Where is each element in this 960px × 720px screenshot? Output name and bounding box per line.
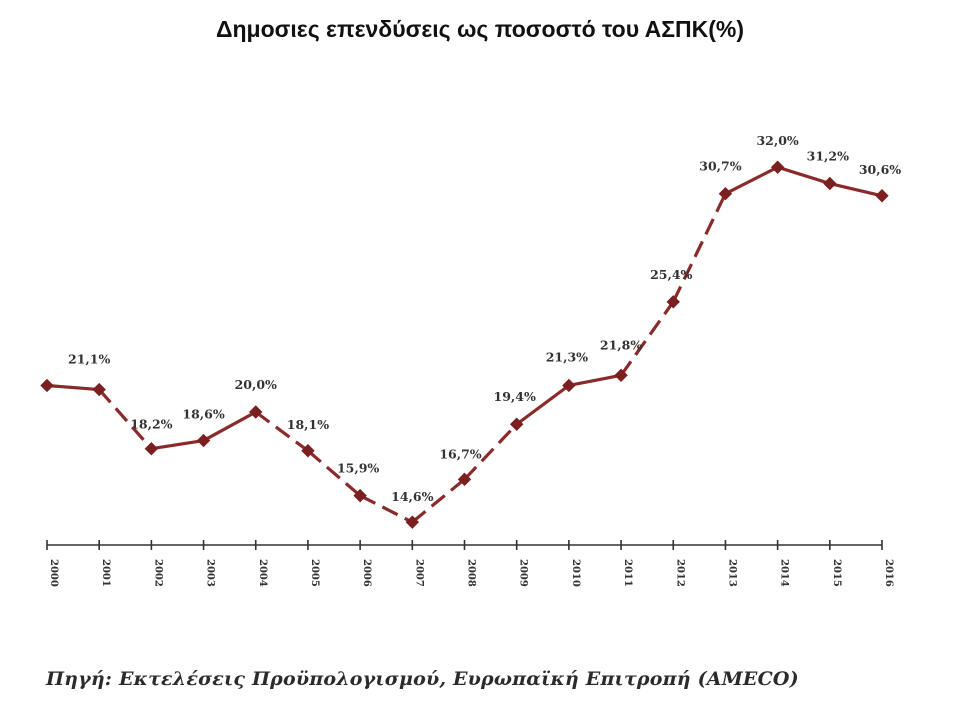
data-point-marker — [875, 189, 889, 203]
series-line-segment — [359, 494, 414, 524]
data-point-marker — [823, 176, 837, 191]
data-label: 25,4% — [650, 267, 692, 282]
series-line-segment — [568, 373, 622, 388]
x-tick-label: 2011 — [622, 559, 633, 587]
series-line-segment — [463, 423, 518, 481]
series-line-segment — [515, 384, 570, 426]
x-axis — [46, 540, 883, 550]
data-label: 30,6% — [859, 162, 901, 177]
data-label: 20,0% — [235, 377, 277, 392]
series-line-segment — [306, 449, 362, 497]
data-point-marker — [562, 378, 576, 393]
data-label: 18,1% — [287, 417, 329, 432]
data-label: 21,1% — [68, 352, 110, 367]
series-line-segment — [724, 165, 779, 196]
x-tick-label: 2001 — [100, 559, 111, 587]
x-tick-label: 2007 — [413, 559, 424, 587]
series-line-segment — [619, 300, 675, 377]
data-point-marker — [718, 187, 733, 201]
x-tick-label: 2000 — [48, 559, 59, 587]
data-point-marker — [196, 433, 211, 448]
series-line-segment — [254, 410, 309, 453]
x-tick-label: 2004 — [257, 559, 268, 587]
data-label: 21,3% — [546, 349, 588, 364]
x-tick-label: 2012 — [674, 559, 685, 587]
data-label: 18,2% — [130, 417, 172, 432]
series-line-segment — [411, 478, 466, 524]
data-point-marker — [509, 417, 524, 431]
x-tick-label: 2008 — [466, 559, 477, 587]
series-line-segment — [829, 181, 883, 198]
data-label: 21,8% — [600, 337, 642, 352]
x-tick-label: 2005 — [309, 559, 320, 587]
x-tick-label: 2013 — [726, 559, 737, 587]
x-tick-label: 2014 — [779, 559, 790, 587]
x-tick-label: 2002 — [152, 559, 163, 587]
data-point-marker — [92, 382, 106, 397]
data-point-marker — [144, 442, 159, 456]
series-line-group — [46, 165, 883, 524]
data-label: 15,9% — [337, 461, 379, 476]
series-line-segment — [777, 165, 831, 186]
data-label: 16,7% — [439, 446, 481, 461]
data-label: 31,2% — [807, 149, 849, 164]
data-point-marker — [666, 295, 680, 309]
marker-group — [40, 160, 889, 529]
x-tick-label: 2010 — [570, 559, 581, 587]
data-label: 18,6% — [182, 407, 224, 422]
x-tick-label: 2016 — [883, 559, 894, 587]
data-point-marker — [770, 160, 785, 174]
data-point-marker — [614, 368, 628, 382]
series-line-segment — [97, 388, 153, 450]
series-line-segment — [46, 383, 100, 392]
source-note: Πηγή: Εκτελέσεις Προϋπολογισμού, Ευρωπαϊ… — [46, 668, 799, 690]
series-line-segment — [671, 193, 727, 303]
data-label-group: 21,1% 18,2% 18,6% 20,0% 18,1% 15,9% 14,6% 16,7%… — [68, 133, 901, 504]
x-tick-label: 2015 — [831, 559, 842, 587]
x-tick-label: 2006 — [361, 559, 372, 587]
data-label: 14,6% — [391, 489, 433, 504]
page-title: Δημοσιες επενδύσεις ως ποσοστό του ΑΣΠΚ(… — [215, 16, 745, 42]
data-label: 30,7% — [699, 159, 741, 174]
data-point-marker — [353, 488, 367, 503]
series-line-segment — [151, 438, 204, 451]
data-point-marker — [40, 378, 54, 393]
data-label: 32,0% — [756, 133, 798, 148]
x-tick-label: 2003 — [205, 559, 216, 587]
data-label: 19,4% — [494, 389, 536, 404]
data-point-marker — [301, 444, 315, 458]
data-point-marker — [405, 515, 420, 529]
x-tick-label: 2009 — [518, 559, 529, 587]
x-tick-label-group: 2000 2001 2002 2003 2004 2005 2006 2007 2008 2009… — [48, 559, 894, 587]
data-point-marker — [249, 405, 263, 419]
series-line-segment — [202, 410, 257, 442]
data-point-marker — [457, 472, 472, 487]
